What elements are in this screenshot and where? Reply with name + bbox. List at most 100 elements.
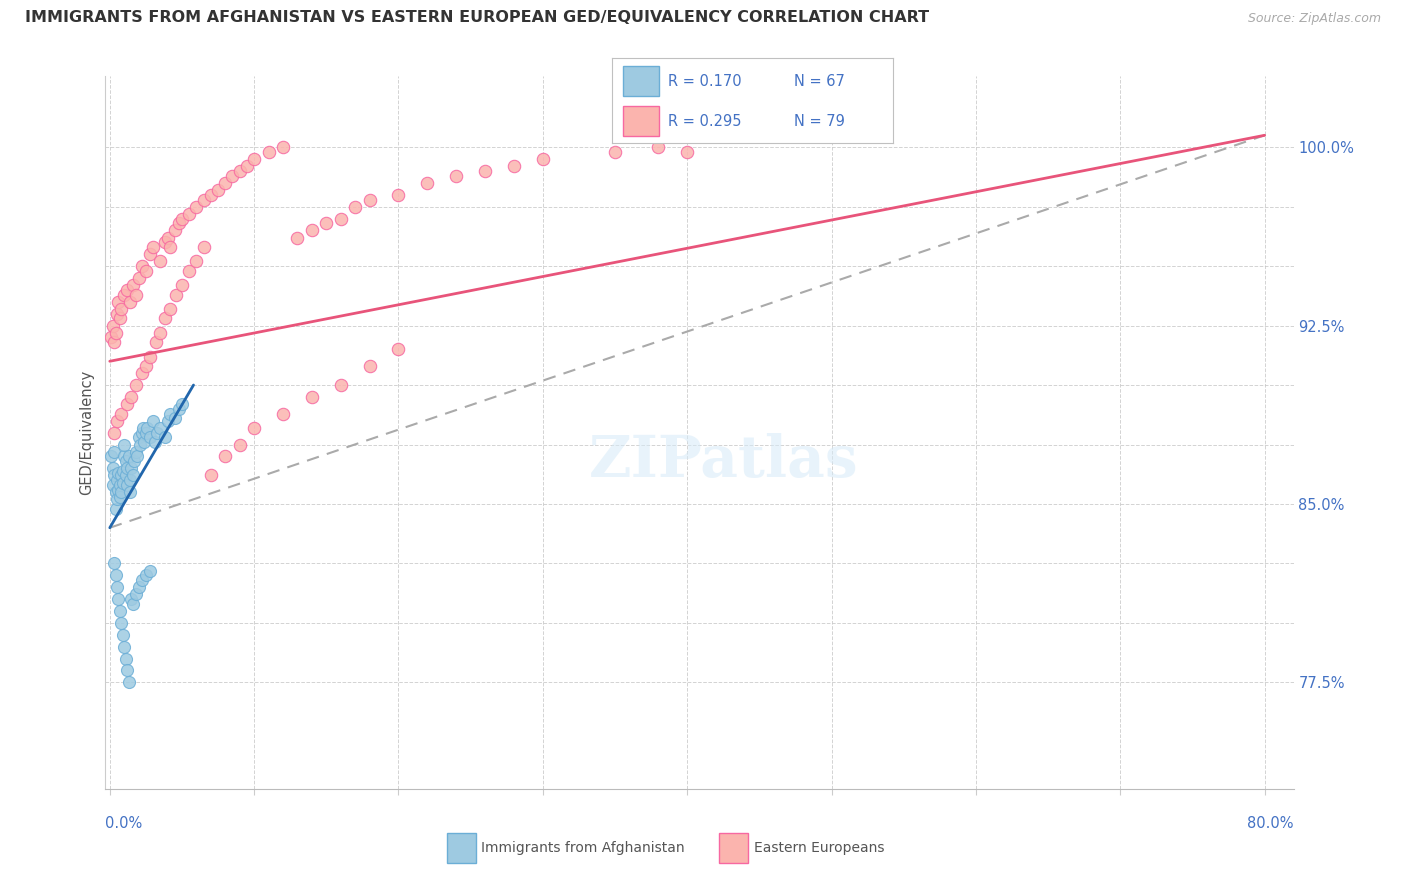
Y-axis label: GED/Equivalency: GED/Equivalency bbox=[79, 370, 94, 495]
Point bbox=[416, 176, 439, 190]
Point bbox=[134, 435, 156, 450]
Point bbox=[100, 330, 122, 344]
Point bbox=[301, 223, 323, 237]
Point bbox=[101, 318, 124, 333]
Text: Eastern Europeans: Eastern Europeans bbox=[754, 841, 884, 855]
Point bbox=[136, 421, 159, 435]
Point bbox=[149, 254, 172, 268]
Point bbox=[118, 473, 141, 487]
Point bbox=[228, 164, 250, 178]
Point bbox=[127, 450, 149, 464]
Point bbox=[139, 430, 162, 444]
Point bbox=[287, 230, 309, 244]
Point bbox=[156, 230, 179, 244]
Point bbox=[131, 366, 153, 380]
Point bbox=[117, 675, 139, 690]
Point bbox=[104, 568, 127, 582]
Point bbox=[214, 176, 236, 190]
Point bbox=[143, 435, 166, 450]
Point bbox=[139, 350, 162, 364]
Point bbox=[132, 421, 155, 435]
Point bbox=[107, 483, 129, 497]
Point bbox=[128, 580, 150, 594]
Point bbox=[105, 307, 128, 321]
Point bbox=[131, 259, 153, 273]
Point bbox=[243, 421, 266, 435]
Point bbox=[115, 461, 138, 475]
Point bbox=[167, 216, 190, 230]
Text: R = 0.295: R = 0.295 bbox=[668, 113, 741, 128]
Point bbox=[228, 437, 250, 451]
Point bbox=[145, 335, 167, 350]
Point bbox=[105, 473, 128, 487]
Point bbox=[165, 287, 187, 301]
Point bbox=[179, 264, 201, 278]
Point bbox=[108, 604, 131, 618]
Point bbox=[104, 501, 127, 516]
Point bbox=[124, 454, 146, 468]
Point bbox=[112, 437, 135, 451]
Point bbox=[329, 378, 352, 392]
Point bbox=[115, 397, 138, 411]
Point bbox=[271, 140, 294, 154]
Point bbox=[142, 240, 165, 254]
Point bbox=[110, 407, 132, 421]
Text: 80.0%: 80.0% bbox=[1247, 816, 1294, 830]
Text: Immigrants from Afghanistan: Immigrants from Afghanistan bbox=[481, 841, 685, 855]
Point bbox=[146, 425, 169, 440]
Point bbox=[344, 200, 367, 214]
Point bbox=[112, 640, 135, 654]
Point bbox=[221, 169, 243, 183]
Point bbox=[103, 557, 125, 571]
Point bbox=[131, 573, 153, 587]
Point bbox=[531, 152, 554, 166]
Point bbox=[186, 254, 208, 268]
Point bbox=[103, 425, 125, 440]
Point bbox=[107, 592, 129, 607]
Point bbox=[271, 407, 294, 421]
Point bbox=[110, 615, 132, 630]
Point bbox=[159, 407, 181, 421]
Point bbox=[676, 145, 699, 159]
Text: N = 67: N = 67 bbox=[794, 74, 845, 89]
Point bbox=[153, 235, 176, 250]
Point bbox=[329, 211, 352, 226]
Point bbox=[112, 450, 135, 464]
Point bbox=[105, 492, 128, 507]
Point bbox=[103, 444, 125, 458]
Point bbox=[120, 461, 142, 475]
FancyBboxPatch shape bbox=[623, 106, 659, 136]
Point bbox=[153, 311, 176, 326]
Point bbox=[107, 294, 129, 309]
Point bbox=[108, 490, 131, 504]
Point bbox=[603, 145, 626, 159]
Point bbox=[315, 216, 337, 230]
Point bbox=[120, 592, 142, 607]
Point bbox=[104, 485, 127, 500]
Point bbox=[135, 264, 157, 278]
Point bbox=[128, 271, 150, 285]
Point bbox=[359, 359, 381, 373]
Point bbox=[125, 287, 148, 301]
Point bbox=[200, 187, 222, 202]
Point bbox=[112, 287, 135, 301]
Point bbox=[257, 145, 280, 159]
Point bbox=[170, 211, 193, 226]
Point bbox=[122, 278, 145, 293]
Point bbox=[647, 140, 669, 154]
Point bbox=[387, 343, 409, 357]
Point bbox=[100, 450, 122, 464]
Point bbox=[243, 152, 266, 166]
Point bbox=[114, 651, 136, 665]
Point bbox=[101, 461, 124, 475]
Point bbox=[359, 193, 381, 207]
Point bbox=[139, 247, 162, 261]
Point bbox=[118, 294, 141, 309]
Text: 0.0%: 0.0% bbox=[105, 816, 142, 830]
Text: IMMIGRANTS FROM AFGHANISTAN VS EASTERN EUROPEAN GED/EQUIVALENCY CORRELATION CHAR: IMMIGRANTS FROM AFGHANISTAN VS EASTERN E… bbox=[25, 11, 929, 25]
Point bbox=[114, 468, 136, 483]
Point bbox=[159, 240, 181, 254]
Point bbox=[503, 159, 526, 173]
FancyBboxPatch shape bbox=[447, 833, 475, 863]
Point bbox=[110, 301, 132, 316]
